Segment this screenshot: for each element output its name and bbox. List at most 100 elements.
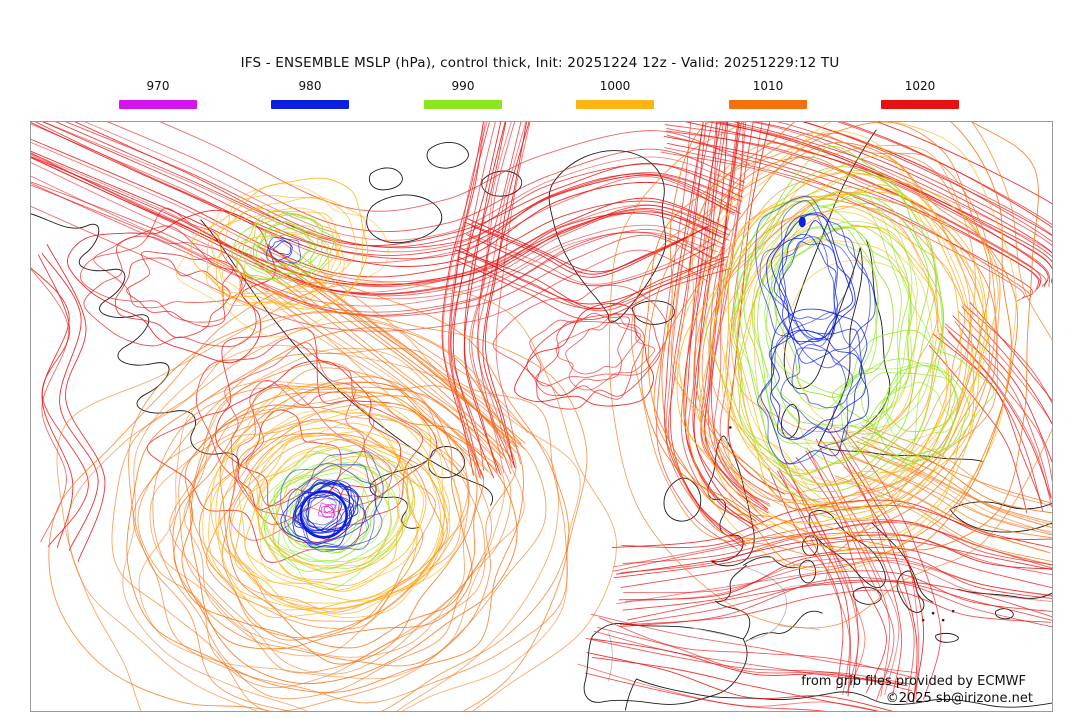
isobar-line (219, 381, 485, 649)
isobar-990-group (231, 145, 995, 590)
isobar-line (317, 502, 337, 518)
isobar-line (861, 436, 1052, 514)
isobar-line (705, 172, 943, 511)
isobar-line (273, 464, 393, 572)
attribution-copyright: ©2025 sb@irizone.net (885, 691, 1033, 706)
isobar-line (181, 395, 473, 650)
legend-label: 1020 (904, 79, 936, 93)
isobar-line (684, 122, 1049, 287)
isobar-line (267, 244, 522, 445)
isobar-970-group (317, 502, 337, 519)
shetland-island (729, 426, 732, 429)
isobar-line (230, 444, 442, 604)
isobar-line (463, 122, 506, 475)
isobar-line (728, 191, 902, 476)
isobar-line (297, 462, 377, 539)
isobar-line (248, 426, 427, 587)
isobar-line (770, 220, 856, 345)
isobar-line (952, 315, 1052, 463)
isobar-line (584, 672, 826, 711)
isobar-line (31, 154, 730, 297)
legend-item-980: 980 (271, 79, 349, 109)
isobar-line (183, 406, 469, 657)
isobar-line (236, 211, 335, 281)
isobar-line (42, 122, 738, 256)
isobar-line (301, 492, 343, 531)
isobar-line (778, 236, 835, 320)
isobar-line (206, 208, 342, 307)
isobar-line (202, 382, 465, 611)
isobar-line (837, 122, 1052, 226)
isobar-line (266, 236, 301, 264)
isobar-line (280, 451, 384, 550)
isobar-line (840, 358, 971, 467)
isobar-line (779, 233, 838, 341)
isobar-line (238, 229, 338, 298)
isobar-line (255, 221, 316, 267)
legend-item-1010: 1010 (729, 79, 807, 109)
isobar-line (238, 276, 489, 473)
isobar-line (31, 205, 709, 332)
isobar-line (31, 138, 728, 278)
pressure-legend: 970 980 990 1000 1010 1020 (0, 0, 1080, 121)
legend-color-bar (424, 100, 502, 109)
isobar-line (700, 122, 768, 510)
isobar-line (463, 122, 507, 473)
map-canvas (31, 122, 1052, 711)
isobar-line (667, 130, 988, 537)
isobar-980-group (266, 195, 876, 553)
isobar-line (492, 284, 669, 387)
isobar-line (253, 233, 311, 274)
isobar-line (731, 195, 938, 435)
isobar-line (264, 242, 526, 444)
isobar-line (441, 122, 484, 476)
legend-color-bar (881, 100, 959, 109)
coast-ireland (663, 477, 702, 522)
isobar-line (885, 365, 956, 432)
legend-label: 970 (146, 79, 170, 93)
isobar-line (725, 173, 999, 521)
isobar-line (159, 122, 750, 212)
isobar-line (759, 200, 855, 347)
coast-crete (935, 632, 959, 643)
isobar-line (805, 450, 895, 701)
isobar-line (963, 304, 1052, 405)
isobar-line (860, 424, 1052, 507)
isobar-line (172, 385, 478, 665)
isobar-line (621, 505, 1052, 549)
isobar-line (31, 141, 731, 283)
coast-iceland (631, 300, 675, 325)
isobar-line (323, 505, 333, 514)
isobar-line (661, 122, 1039, 551)
isobar-line (598, 617, 912, 678)
isobar-line (565, 320, 642, 375)
isobar-line (720, 122, 1052, 270)
legend-color-bar (271, 100, 349, 109)
isobar-line (55, 122, 743, 249)
isobar-line (802, 122, 1052, 236)
isobar-line (269, 239, 293, 261)
isobar-line (591, 656, 880, 711)
isobar-line (173, 362, 517, 667)
isobar-line (126, 327, 524, 693)
isobar-line (641, 122, 1012, 554)
isobar-line (93, 235, 247, 309)
isobar-line (107, 122, 746, 233)
isobar-line (234, 438, 418, 610)
isobar-line (593, 630, 905, 685)
coast-newfoundland (427, 446, 466, 479)
isobar-line (684, 142, 976, 501)
coast-hudson-bay (31, 213, 240, 472)
isobar-line (791, 347, 847, 409)
isobar-line (780, 344, 854, 431)
legend-label: 980 (298, 79, 322, 93)
isobar-line (711, 122, 769, 510)
coast-turkey-south (957, 588, 1052, 599)
isobar-line (854, 449, 1052, 533)
isobar-line (456, 249, 726, 312)
isobar-line (464, 221, 710, 275)
isobar-line (815, 438, 903, 697)
isobar-line (757, 311, 863, 465)
isobar-line (257, 422, 409, 580)
